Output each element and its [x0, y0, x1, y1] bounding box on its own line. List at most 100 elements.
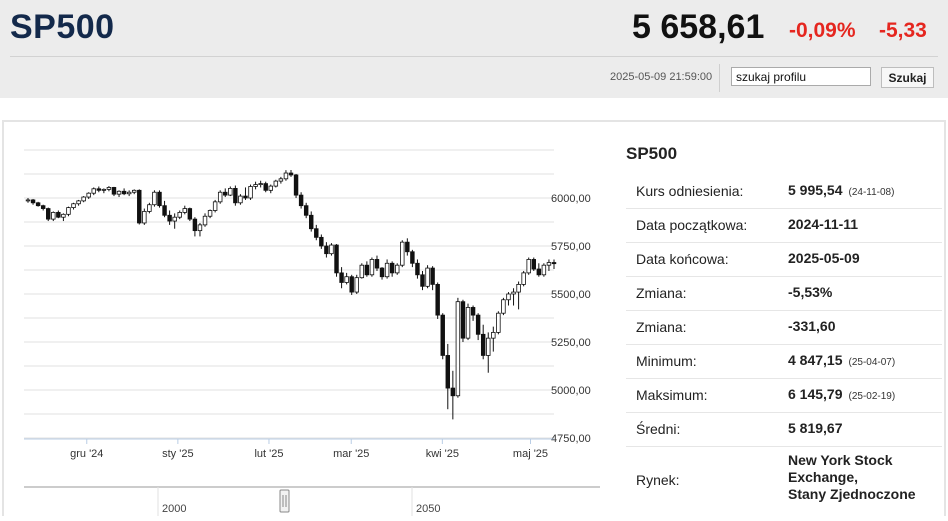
- candle: [116, 190, 122, 198]
- quote-timestamp: 2025-05-09 21:59:00: [610, 71, 713, 83]
- y-tick-label: 6000,00: [551, 193, 591, 205]
- info-row: Zmiana: -331,60: [626, 310, 942, 345]
- candle-body: [283, 172, 289, 180]
- info-value: 4 847,15 (25-04-07): [788, 352, 895, 371]
- candle: [288, 169, 294, 177]
- candle: [197, 222, 203, 237]
- info-value-text: 5 819,67: [788, 420, 843, 436]
- candle: [61, 213, 66, 222]
- candle: [101, 188, 107, 194]
- info-row: Minimum: 4 847,15 (25-04-07): [626, 344, 942, 379]
- candle-body: [182, 208, 188, 213]
- info-value-text: -5,53%: [788, 284, 833, 300]
- y-tick-label: 5500,00: [551, 289, 591, 301]
- candle-body: [268, 185, 273, 191]
- info-label: Zmiana:: [636, 285, 687, 301]
- candle: [425, 265, 430, 289]
- candle: [546, 259, 552, 271]
- x-tick-label: sty '25: [162, 448, 193, 460]
- candle-body: [35, 202, 41, 207]
- candle-body: [551, 262, 557, 265]
- candle-body: [435, 283, 440, 316]
- info-row: Data początkowa: 2024-11-11: [626, 208, 942, 243]
- candle: [298, 192, 304, 209]
- candle: [480, 324, 486, 360]
- price-chart[interactable]: 6000,00 5750,00 5500,00 5250,00 5000,00 4750,…: [14, 140, 610, 516]
- chart-svg[interactable]: 6000,00 5750,00 5500,00 5250,00 5000,00 4750,…: [14, 140, 610, 516]
- x-tick-label: maj '25: [513, 448, 548, 460]
- info-value: -331,60: [788, 318, 835, 335]
- candle: [379, 267, 385, 280]
- info-label: Data początkowa:: [636, 217, 748, 233]
- candle: [223, 188, 228, 198]
- candle: [364, 261, 370, 277]
- candle-body: [425, 267, 430, 287]
- candle-body: [501, 299, 506, 314]
- info-value-line: New York Stock: [788, 452, 893, 468]
- candle: [142, 208, 147, 225]
- search-input[interactable]: [731, 67, 871, 86]
- candle-body: [192, 218, 198, 232]
- candle: [76, 199, 81, 206]
- candle: [278, 176, 284, 184]
- info-row: Maksimum: 6 145,79 (25-02-19): [626, 378, 942, 413]
- candle: [111, 186, 117, 197]
- candle-body: [334, 244, 339, 274]
- info-value-line: Stany Zjednoczone: [788, 486, 916, 502]
- candle-body: [379, 267, 385, 278]
- info-value-text: 2024-11-11: [788, 216, 859, 232]
- candle-body: [420, 274, 425, 287]
- candle: [147, 202, 152, 214]
- candle-body: [521, 272, 526, 285]
- candle-body: [536, 268, 542, 276]
- candle: [46, 207, 51, 222]
- candle-body: [470, 307, 476, 316]
- candle: [445, 343, 451, 410]
- candle: [182, 205, 188, 215]
- candle-body: [121, 190, 127, 195]
- header-bar: SP500 5 658,61 -0,09% -5,33 2025-05-09 2…: [0, 0, 948, 98]
- candle-body: [405, 241, 410, 253]
- candle: [319, 234, 324, 249]
- candle: [369, 257, 375, 277]
- candle: [202, 213, 208, 227]
- candle: [248, 184, 253, 200]
- candle-body: [374, 259, 380, 269]
- candle: [516, 281, 521, 310]
- candle: [268, 184, 273, 194]
- candle-body: [228, 188, 233, 196]
- info-value: -5,53%: [788, 284, 832, 301]
- info-value: 6 145,79 (25-02-19): [788, 386, 895, 405]
- candle-body: [546, 262, 552, 266]
- candle-body: [142, 211, 147, 224]
- candle: [394, 263, 400, 275]
- search-button[interactable]: Szukaj: [881, 67, 934, 88]
- candle-body: [496, 312, 501, 333]
- candle: [465, 303, 471, 341]
- candle: [496, 311, 501, 335]
- candle: [283, 170, 289, 181]
- candle: [30, 198, 36, 205]
- candle-body: [531, 259, 536, 270]
- candle: [66, 206, 71, 217]
- candle: [339, 267, 344, 289]
- candle-body: [480, 333, 486, 356]
- info-value-line: Exchange,: [788, 469, 859, 485]
- candle: [400, 240, 405, 268]
- info-title: SP500: [626, 144, 678, 163]
- candle: [389, 261, 395, 277]
- candle: [455, 297, 461, 398]
- candle: [157, 190, 162, 208]
- candle-body: [96, 188, 102, 191]
- candle: [460, 299, 466, 342]
- candle-body: [450, 387, 456, 397]
- candle-body: [157, 191, 162, 207]
- candle: [415, 259, 420, 279]
- candle-body: [445, 355, 451, 389]
- candle: [349, 274, 354, 295]
- candle-body: [217, 191, 223, 203]
- navigator-handle[interactable]: [279, 489, 290, 513]
- candle: [51, 211, 56, 222]
- candle-body: [81, 196, 86, 202]
- candle-body: [410, 251, 415, 264]
